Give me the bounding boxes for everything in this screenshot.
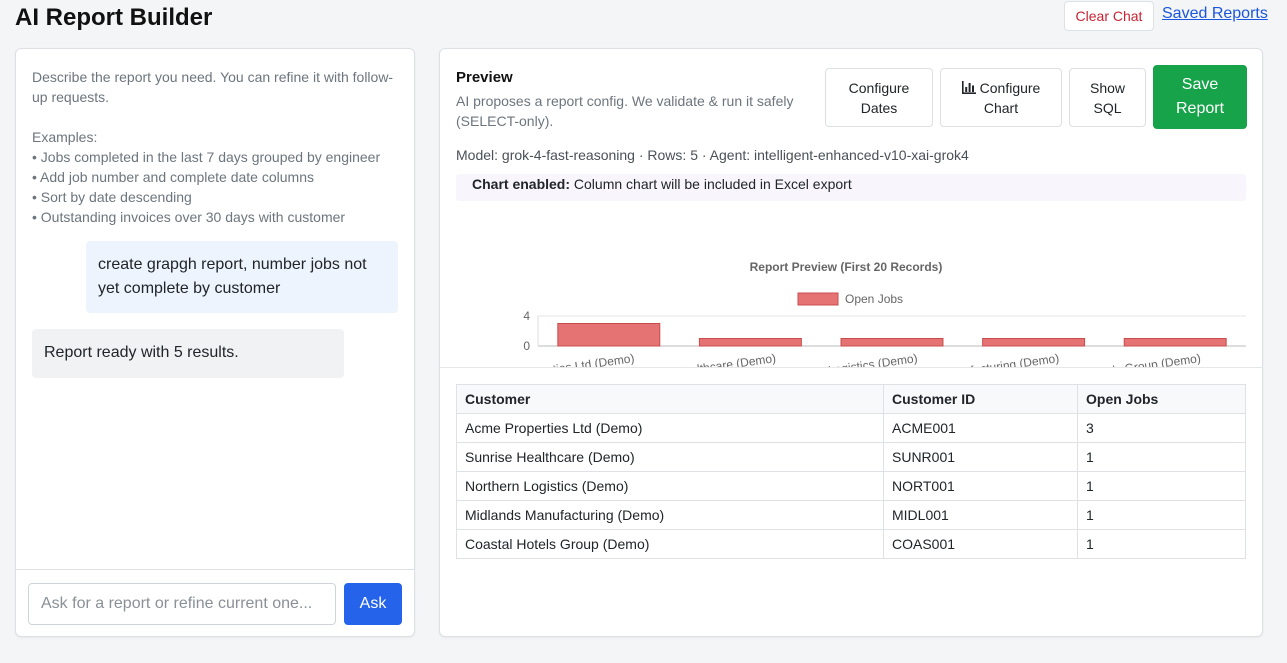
- run-metadata: Model: grok-4-fast-reasoning · Rows: 5 ·…: [456, 147, 969, 163]
- clear-chat-button[interactable]: Clear Chat: [1064, 1, 1154, 31]
- table-row: Northern Logistics (Demo) NORT001 1: [456, 471, 1246, 501]
- table-cell: Sunrise Healthcare (Demo): [456, 442, 884, 472]
- preview-panel: Preview AI proposes a report config. We …: [439, 48, 1263, 637]
- bar: [557, 323, 661, 347]
- preview-title: Preview: [456, 69, 513, 86]
- table-cell: Northern Logistics (Demo): [456, 471, 884, 501]
- show-sql-label: Show SQL: [1089, 79, 1126, 116]
- x-tick-label: Coastal Hotels Group (Demo): [1043, 351, 1201, 367]
- examples-list: Jobs completed in the last 7 days groupe…: [32, 147, 402, 227]
- table-cell: ACME001: [883, 413, 1078, 443]
- table-cell: 1: [1077, 500, 1246, 530]
- page-title: AI Report Builder: [15, 4, 213, 31]
- bar: [1123, 338, 1227, 347]
- saved-reports-link[interactable]: Saved Reports: [1162, 5, 1268, 22]
- show-sql-button[interactable]: Show SQL: [1069, 68, 1146, 127]
- table-row: Midlands Manufacturing (Demo) MIDL001 1: [456, 500, 1246, 530]
- table-cell: Acme Properties Ltd (Demo): [456, 413, 884, 443]
- save-report-label: Save Report: [1175, 76, 1225, 117]
- table-header-row: Customer Customer ID Open Jobs: [456, 384, 1246, 414]
- example-item: Jobs completed in the last 7 days groupe…: [32, 147, 402, 167]
- configure-chart-label: Configure Chart: [979, 79, 1041, 116]
- table-cell: 1: [1077, 442, 1246, 472]
- banner-text: Column chart will be included in Excel e…: [570, 176, 852, 192]
- table-cell: COAS001: [883, 529, 1078, 559]
- x-tick-label: Acme Properties Ltd (Demo): [483, 351, 636, 367]
- chat-composer: Ask: [16, 569, 414, 636]
- user-message: create grapgh report, number jobs not ye…: [86, 241, 398, 313]
- chart-title: Report Preview (First 20 Records): [750, 260, 943, 274]
- bar-chart-icon: [961, 80, 976, 94]
- table-cell: 3: [1077, 413, 1246, 443]
- x-tick-label: Sunrise Healthcare (Demo): [631, 351, 777, 367]
- chat-panel: Describe the report you need. You can re…: [15, 48, 415, 637]
- y-tick-label: 4: [523, 309, 530, 323]
- results-table: Customer Customer ID Open Jobs Acme Prop…: [456, 384, 1246, 559]
- banner-strong: Chart enabled:: [472, 176, 571, 192]
- bar: [840, 338, 944, 347]
- column-header[interactable]: Customer: [456, 384, 884, 414]
- example-item: Outstanding invoices over 30 days with c…: [32, 207, 402, 227]
- legend-label: Open Jobs: [845, 292, 903, 306]
- table-cell: SUNR001: [883, 442, 1078, 472]
- ask-input[interactable]: [28, 583, 336, 625]
- legend-swatch: [797, 292, 839, 306]
- preview-subtitle: AI proposes a report config. We validate…: [456, 93, 794, 129]
- example-item: Add job number and complete date columns: [32, 167, 402, 187]
- configure-chart-button[interactable]: Configure Chart: [940, 68, 1062, 127]
- divider: [440, 367, 1262, 368]
- column-header[interactable]: Open Jobs: [1077, 384, 1246, 414]
- chat-intro: Describe the report you need. You can re…: [32, 67, 402, 227]
- configure-dates-button[interactable]: Configure Dates: [825, 68, 933, 127]
- chart-container: Report Preview (First 20 Records) Open Jo…: [456, 207, 1246, 389]
- table-cell: MIDL001: [883, 500, 1078, 530]
- y-tick-label: 0: [523, 339, 530, 353]
- open-jobs-chart: Report Preview (First 20 Records) Open Jo…: [483, 260, 1246, 389]
- table-row: Acme Properties Ltd (Demo) ACME001 3: [456, 413, 1246, 443]
- intro-text: Describe the report you need. You can re…: [32, 69, 394, 105]
- bar: [698, 338, 802, 347]
- table-cell: Midlands Manufacturing (Demo): [456, 500, 884, 530]
- save-report-button[interactable]: Save Report: [1153, 65, 1247, 129]
- x-tick-label: Northern Logistics (Demo): [778, 351, 919, 367]
- table-row: Coastal Hotels Group (Demo) COAS001 1: [456, 529, 1246, 559]
- examples-title: Examples:: [32, 129, 98, 145]
- table-cell: 1: [1077, 471, 1246, 501]
- column-header[interactable]: Customer ID: [883, 384, 1078, 414]
- example-item: Sort by date descending: [32, 187, 402, 207]
- ask-button[interactable]: Ask: [344, 583, 402, 625]
- table-cell: NORT001: [883, 471, 1078, 501]
- table-cell: Coastal Hotels Group (Demo): [456, 529, 884, 559]
- configure-dates-label: Configure Dates: [848, 79, 910, 116]
- table-cell: 1: [1077, 529, 1246, 559]
- table-row: Sunrise Healthcare (Demo) SUNR001 1: [456, 442, 1246, 472]
- bar: [982, 338, 1086, 347]
- assistant-message: Report ready with 5 results.: [32, 329, 344, 378]
- chart-enabled-banner: Chart enabled: Column chart will be incl…: [456, 174, 1246, 201]
